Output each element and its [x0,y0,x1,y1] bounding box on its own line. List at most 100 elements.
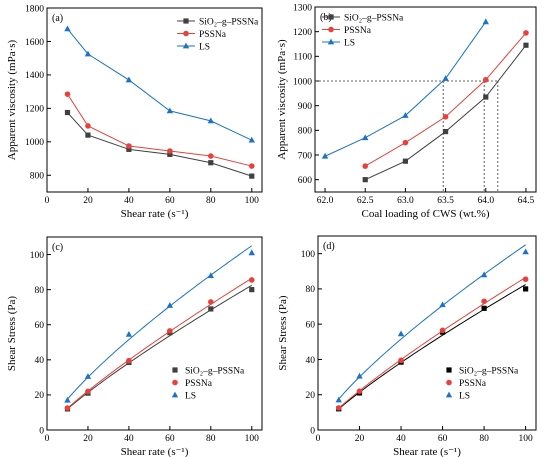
y-tick-label: 800 [298,127,313,137]
data-point [167,151,173,157]
y-tick-label: 1200 [25,105,44,115]
x-tick-label: 80 [479,434,489,444]
data-point [481,298,487,305]
legend-marker [327,38,335,45]
y-tick-label: 40 [306,356,316,366]
x-tick-label: 40 [124,196,134,206]
legend-marker [182,42,190,49]
x-tick-label: 40 [124,434,134,444]
fit-curve [67,284,253,410]
data-point [84,50,92,57]
data-point [85,388,91,395]
x-tick-label: 100 [245,196,260,206]
data-point [362,177,368,183]
data-point [402,158,409,164]
panel-label: (d) [323,241,335,252]
data-point [207,272,215,278]
data-point [84,373,92,379]
legend-label: PSSNa [185,379,213,389]
data-point [402,112,409,118]
y-tick-label: 900 [298,102,313,112]
y-tick-label: 1300 [293,3,312,13]
legend-marker [446,367,452,373]
data-point [442,113,449,120]
data-point [126,357,132,364]
series-line [67,93,252,167]
x-tick-label: 64.0 [477,196,494,206]
plot-frame [46,7,263,193]
x-tick-label: 60 [438,434,448,444]
panel-label: (c) [52,242,63,253]
chart-panel-d: 0 20 40 60 80 100 0 20 40 60 80 100 Shear rate (s⁻¹)… [277,235,537,457]
data-point [483,94,489,100]
x-tick-label: 60 [165,434,175,444]
legend-label: SiO₂–g–PSSNa [199,17,259,27]
data-point [522,248,529,255]
legend-label: PSSNa [344,26,372,36]
x-axis-label: Coal loading of CWS (wt.%) [361,208,489,220]
y-tick-label: 60 [35,321,45,331]
data-point [248,136,255,143]
fit-curve [67,277,253,409]
legend-marker [171,391,179,398]
x-tick-label: 100 [245,434,260,444]
data-point [166,302,174,308]
fit-curve [338,284,526,410]
y-tick-label: 600 [298,176,313,186]
x-tick-label: 80 [206,196,216,206]
y-tick-label: 60 [306,320,316,330]
data-point [522,276,529,283]
data-point [356,372,363,379]
data-point [125,76,133,83]
legend-label: PSSNa [459,379,487,389]
data-point [248,249,255,256]
x-tick-label: 62.0 [317,196,334,206]
data-point [64,109,71,116]
series-line [67,28,252,141]
data-point [335,405,342,411]
legend-marker [445,391,453,398]
legend-label: SiO₂–g–PSSNa [185,366,245,376]
chart-panel-a: 0 20 40 60 80 100 800 1000 1200 1400 1600 1800 Shear… [6,4,263,220]
y-axis-label: Apparent viscosity (mPa·s) [276,39,288,160]
data-point [362,163,369,169]
x-tick-label: 20 [355,434,365,444]
data-point [207,117,215,124]
legend-marker [172,379,178,386]
y-tick-label: 1200 [293,28,312,38]
y-tick-label: 80 [306,285,316,295]
x-axis-label: Shear rate (s⁻¹) [121,208,189,220]
data-point [402,139,409,146]
data-point [249,287,255,293]
chart-panel-b: 62.0 62.5 63.0 63.5 64.0 64.5 600 700 800 900 1000… [276,3,537,220]
data-point [442,75,449,81]
data-point [482,76,489,83]
y-axis-label: Shear Stress (Pa) [277,295,289,370]
fit-curve [338,244,526,400]
data-point [126,143,132,149]
y-tick-label: 0 [310,426,315,436]
data-point [85,123,91,129]
y-tick-label: 1400 [25,71,44,81]
y-tick-label: 1800 [25,4,44,14]
data-point [398,357,404,364]
data-point [523,286,529,292]
data-point [208,153,214,159]
y-tick-label: 100 [301,250,316,260]
data-point [248,163,255,169]
data-point [167,148,173,154]
y-tick-label: 40 [35,356,45,366]
plot-frame [46,236,263,431]
data-point [321,152,329,159]
data-point [208,160,214,166]
data-point [166,107,174,114]
y-tick-label: 80 [35,286,45,296]
y-tick-label: 700 [298,151,313,161]
x-tick-label: 80 [206,434,216,444]
legend-label: LS [185,391,196,401]
legend-label: LS [199,42,210,52]
legend-marker [328,14,334,20]
fit-curve [67,245,253,400]
legend-marker [183,18,189,24]
